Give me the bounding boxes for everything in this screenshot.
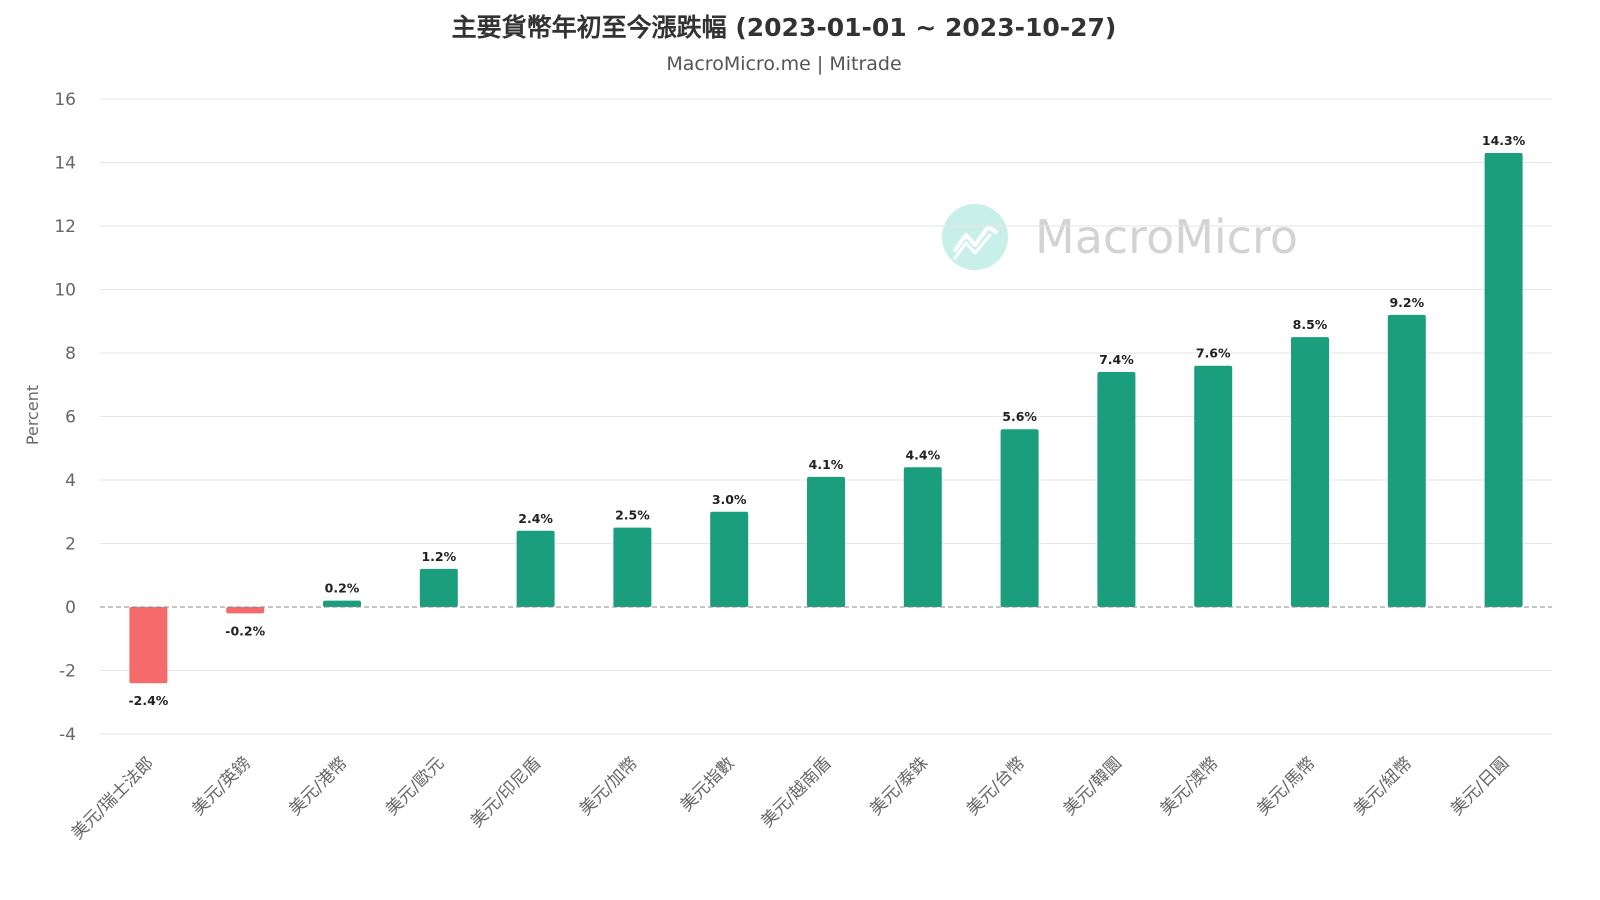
chart-title: 主要貨幣年初至今漲跌幅 (2023-01-01 ~ 2023-10-27) — [451, 13, 1117, 42]
y-tick-label: 12 — [54, 217, 76, 237]
x-tick-label: 美元/英鎊 — [188, 753, 254, 819]
x-tick-label: 美元/韓圜 — [1060, 753, 1126, 819]
x-tick-label: 美元/馬幣 — [1253, 753, 1319, 819]
x-tick-label: 美元/越南盾 — [757, 753, 835, 831]
bar — [129, 607, 168, 684]
y-tick-label: 8 — [65, 344, 76, 364]
data-label: 1.2% — [421, 549, 456, 564]
bar — [1000, 429, 1039, 607]
x-tick-label: 美元/印尼盾 — [467, 753, 545, 831]
x-tick-label: 美元指數 — [677, 753, 739, 815]
x-tick-label: 美元/日圓 — [1447, 753, 1513, 819]
data-label: -2.4% — [128, 693, 168, 708]
bar — [226, 607, 265, 614]
data-label: 3.0% — [712, 492, 747, 507]
data-label: 8.5% — [1293, 317, 1328, 332]
macromicro-logo-icon — [942, 204, 1008, 270]
x-tick-label: 美元/紐幣 — [1350, 753, 1416, 819]
y-tick-label: 4 — [65, 471, 76, 491]
data-label: 2.5% — [615, 508, 650, 523]
y-tick-label: 16 — [54, 90, 76, 110]
bar — [1291, 337, 1329, 607]
bar — [419, 568, 458, 607]
data-label: 2.4% — [518, 511, 553, 526]
data-label: -0.2% — [225, 623, 265, 638]
bar — [1387, 314, 1426, 607]
bars — [129, 152, 1523, 684]
x-tick-label: 美元/歐元 — [382, 753, 448, 819]
data-label: 9.2% — [1389, 295, 1424, 310]
x-tick-label: 美元/澳幣 — [1156, 753, 1222, 819]
y-axis: 16 14 12 10 8 6 4 2 0 -2 -4 — [54, 90, 76, 745]
bar — [1097, 372, 1136, 607]
data-label: 14.3% — [1482, 133, 1526, 148]
y-tick-label: 14 — [54, 154, 76, 174]
bar — [903, 467, 942, 607]
x-tick-label: 美元/加幣 — [576, 753, 642, 819]
bar — [613, 527, 652, 607]
bar — [323, 600, 361, 607]
x-tick-label: 美元/瑞士法郎 — [68, 753, 158, 843]
x-tick-label: 美元/台幣 — [963, 753, 1029, 819]
y-tick-label: -4 — [59, 725, 76, 745]
data-label: 0.2% — [325, 581, 360, 596]
bar — [516, 530, 555, 607]
data-label: 7.6% — [1196, 346, 1231, 361]
bar — [710, 511, 749, 607]
data-label: 7.4% — [1099, 352, 1134, 367]
y-axis-label: Percent — [23, 385, 42, 445]
x-tick-label: 美元/泰銖 — [866, 753, 932, 819]
y-tick-label: -2 — [59, 662, 76, 682]
x-axis: 美元/瑞士法郎 美元/英鎊 美元/港幣 美元/歐元 美元/印尼盾 美元/加幣 美元指數 美元/… — [68, 753, 1514, 843]
watermark-text: MacroMicro — [1035, 210, 1298, 264]
data-label: 4.4% — [905, 447, 940, 462]
x-tick-label: 美元/港幣 — [285, 753, 351, 819]
y-tick-label: 0 — [65, 598, 76, 618]
chart-subtitle: MacroMicro.me | Mitrade — [666, 53, 902, 75]
bar — [1194, 365, 1233, 607]
bar — [1484, 152, 1523, 607]
data-label: 4.1% — [809, 457, 844, 472]
bar — [807, 476, 845, 607]
y-tick-label: 6 — [65, 408, 76, 428]
data-label: 5.6% — [1002, 409, 1037, 424]
watermark: MacroMicro — [942, 204, 1298, 270]
grid-lines — [100, 98, 1552, 735]
data-labels: -2.4% -0.2% 0.2% 1.2% 2.4% 2.5% 3.0% 4.1% 4.4% 5.… — [128, 133, 1525, 708]
y-tick-label: 10 — [54, 281, 76, 301]
y-tick-label: 2 — [65, 535, 76, 555]
